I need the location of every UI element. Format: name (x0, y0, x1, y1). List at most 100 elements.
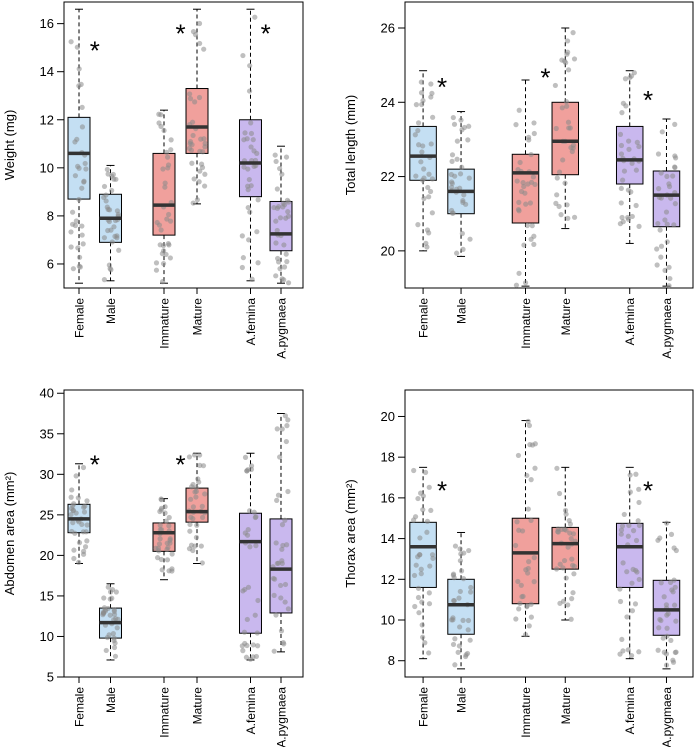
data-point (104, 204, 110, 210)
data-point (633, 202, 639, 209)
data-point (672, 164, 678, 171)
data-point (245, 183, 251, 189)
data-point (75, 495, 81, 501)
data-point (114, 235, 120, 241)
data-point (254, 630, 260, 636)
data-point (420, 493, 426, 499)
data-point (244, 642, 250, 649)
data-point (168, 147, 174, 153)
y-tick-label: 5 (47, 670, 54, 685)
box-mature (185, 8, 209, 206)
x-tick-label: Immature (519, 298, 533, 349)
data-point (659, 129, 665, 135)
data-point (412, 603, 418, 610)
data-point (281, 641, 287, 647)
data-point (158, 123, 164, 130)
data-point (273, 273, 279, 279)
data-point (568, 616, 574, 622)
data-point (273, 240, 279, 246)
data-point (570, 590, 576, 596)
data-point (247, 508, 253, 514)
data-point (278, 595, 284, 601)
box-immature (152, 109, 176, 285)
data-point (81, 509, 88, 515)
data-point (166, 242, 172, 248)
data-point (169, 551, 175, 557)
data-point (461, 550, 467, 556)
data-point (563, 527, 569, 533)
data-point (525, 181, 531, 187)
data-point (244, 468, 250, 474)
data-point (163, 149, 170, 155)
data-point (516, 199, 522, 205)
data-point (657, 227, 663, 233)
data-point (158, 497, 164, 503)
data-point (532, 465, 538, 471)
data-point (421, 195, 427, 202)
box-a-pygmaea (269, 413, 293, 654)
data-point (247, 63, 253, 69)
data-point (636, 522, 643, 529)
data-point (673, 618, 679, 624)
data-point (190, 132, 196, 139)
chart-panel-4: 8 10 12 14 16 18 20 Thorax area (mm²) Female Male… (343, 389, 694, 747)
data-point (420, 507, 426, 513)
data-point (459, 164, 465, 170)
data-point (658, 580, 664, 586)
data-point (159, 567, 165, 573)
data-point (427, 188, 434, 195)
data-point (103, 647, 109, 654)
significance-star: * (643, 476, 653, 506)
data-point (242, 454, 249, 460)
data-point (635, 518, 641, 524)
data-point (254, 229, 260, 235)
data-point (284, 259, 290, 265)
data-point (192, 32, 199, 38)
data-point (631, 70, 637, 76)
data-point (193, 485, 199, 491)
y-tick-label: 24 (381, 95, 395, 110)
data-point (190, 200, 196, 206)
y-tick-label: 26 (381, 21, 395, 36)
data-point (190, 504, 196, 510)
data-point (284, 542, 290, 548)
data-point (622, 76, 629, 82)
box-mature (551, 465, 580, 622)
data-point (623, 103, 629, 109)
data-point (419, 149, 425, 155)
data-point (512, 542, 519, 549)
data-point (618, 151, 625, 157)
data-point (524, 604, 530, 610)
data-point (671, 577, 677, 583)
x-tick-label: Male (104, 687, 118, 713)
data-point (416, 142, 422, 148)
significance-star: * (175, 450, 185, 480)
data-point (76, 254, 83, 260)
data-point (522, 280, 529, 286)
data-point (524, 472, 530, 479)
data-point (656, 186, 662, 192)
data-point (455, 649, 461, 655)
x-tick-label: Female (417, 687, 431, 727)
data-point (187, 96, 194, 102)
data-point (531, 130, 537, 137)
data-point (156, 111, 162, 117)
significance-star: * (437, 72, 447, 102)
data-point (419, 622, 425, 628)
data-point (465, 137, 471, 143)
data-point (517, 600, 523, 607)
data-point (465, 617, 472, 624)
data-point (419, 599, 425, 605)
y-tick-label: 22 (381, 169, 395, 184)
data-point (630, 528, 637, 534)
data-point (68, 244, 74, 250)
data-point (245, 166, 251, 172)
data-point (81, 178, 87, 184)
y-tick-label: 40 (40, 386, 54, 401)
data-point (460, 197, 466, 204)
data-point (153, 267, 160, 273)
data-point (670, 657, 676, 663)
data-point (426, 484, 432, 490)
data-point (273, 612, 279, 618)
data-point (168, 137, 174, 143)
